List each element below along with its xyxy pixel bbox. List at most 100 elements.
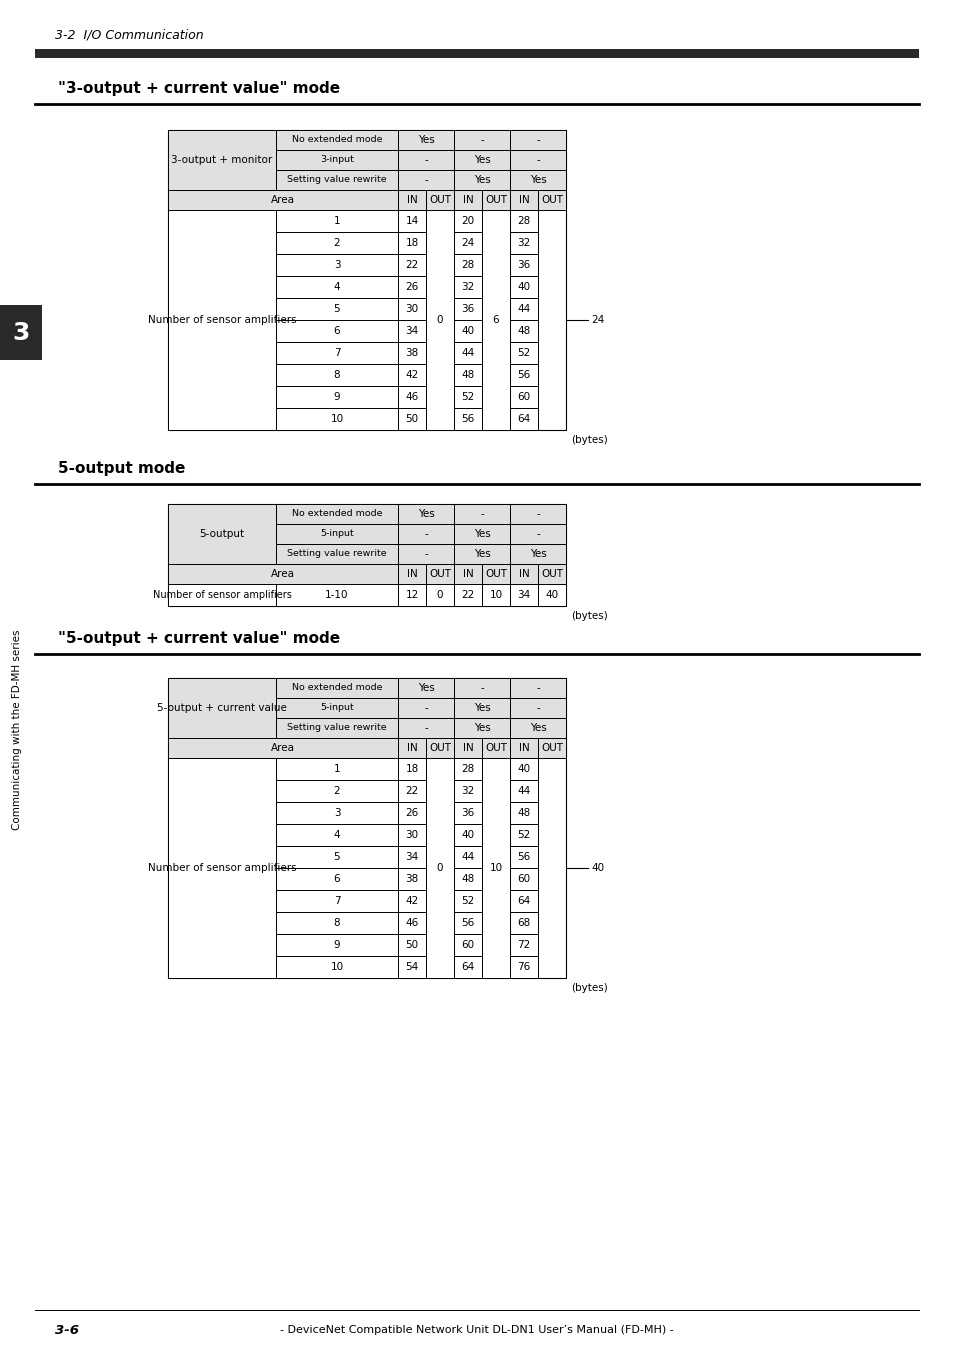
Text: IN: IN: [462, 744, 473, 753]
Bar: [454, 868, 481, 890]
Text: Setting value rewrite: Setting value rewrite: [287, 176, 386, 184]
Bar: [275, 364, 397, 387]
Text: 46: 46: [405, 392, 418, 402]
Bar: [275, 934, 397, 956]
Text: -: -: [424, 723, 428, 733]
Text: Number of sensor amplifiers: Number of sensor amplifiers: [152, 589, 291, 600]
Bar: [510, 525, 565, 544]
Bar: [35, 49, 918, 58]
Text: 48: 48: [517, 808, 530, 818]
Bar: [275, 780, 397, 802]
Text: 50: 50: [405, 940, 418, 950]
Text: OUT: OUT: [429, 569, 451, 579]
Text: OUT: OUT: [540, 744, 562, 753]
Text: "5-output + current value" mode: "5-output + current value" mode: [58, 630, 340, 645]
Text: 22: 22: [405, 786, 418, 796]
Bar: [275, 408, 397, 430]
Text: 34: 34: [405, 326, 418, 337]
Text: 7: 7: [334, 896, 340, 906]
Text: 60: 60: [517, 392, 530, 402]
Bar: [454, 698, 510, 718]
Bar: [510, 564, 537, 584]
Bar: [397, 254, 426, 276]
Bar: [454, 254, 481, 276]
Text: 6: 6: [334, 326, 340, 337]
Bar: [168, 738, 397, 758]
Text: 42: 42: [405, 896, 418, 906]
Bar: [510, 913, 537, 934]
Bar: [168, 564, 397, 584]
Bar: [397, 780, 426, 802]
Bar: [168, 758, 275, 977]
Text: Number of sensor amplifiers: Number of sensor amplifiers: [148, 315, 296, 324]
Bar: [275, 297, 397, 320]
Text: 14: 14: [405, 216, 418, 226]
Text: 56: 56: [517, 370, 530, 380]
Text: 64: 64: [517, 414, 530, 425]
Bar: [275, 677, 397, 698]
Text: Area: Area: [271, 569, 294, 579]
Text: 5: 5: [334, 852, 340, 863]
Bar: [275, 846, 397, 868]
Bar: [510, 191, 537, 210]
Bar: [397, 802, 426, 823]
Bar: [397, 956, 426, 977]
Text: Yes: Yes: [473, 703, 490, 713]
Bar: [275, 584, 397, 606]
Bar: [397, 191, 426, 210]
Bar: [454, 297, 481, 320]
Bar: [397, 823, 426, 846]
Text: 40: 40: [517, 764, 530, 773]
Text: 4: 4: [334, 830, 340, 840]
Text: 32: 32: [461, 786, 475, 796]
Bar: [397, 297, 426, 320]
Text: OUT: OUT: [540, 569, 562, 579]
Text: 3: 3: [334, 808, 340, 818]
Text: Setting value rewrite: Setting value rewrite: [287, 549, 386, 558]
Bar: [397, 276, 426, 297]
Bar: [510, 758, 537, 780]
Bar: [510, 364, 537, 387]
Text: Yes: Yes: [473, 549, 490, 558]
Bar: [454, 934, 481, 956]
Bar: [397, 698, 454, 718]
Text: 9: 9: [334, 940, 340, 950]
Bar: [168, 584, 275, 606]
Text: 60: 60: [517, 873, 530, 884]
Bar: [397, 544, 454, 564]
Text: 52: 52: [461, 896, 475, 906]
Bar: [275, 320, 397, 342]
Text: 46: 46: [405, 918, 418, 927]
Bar: [454, 150, 510, 170]
Text: OUT: OUT: [484, 569, 506, 579]
Text: OUT: OUT: [484, 195, 506, 206]
Text: IN: IN: [406, 569, 416, 579]
Text: 18: 18: [405, 764, 418, 773]
Bar: [454, 525, 510, 544]
Bar: [537, 738, 565, 758]
Text: No extended mode: No extended mode: [292, 135, 382, 145]
Text: 42: 42: [405, 370, 418, 380]
Text: 34: 34: [405, 852, 418, 863]
Text: 6: 6: [334, 873, 340, 884]
Bar: [454, 504, 510, 525]
Bar: [397, 150, 454, 170]
Text: 5-input: 5-input: [320, 703, 354, 713]
Bar: [481, 191, 510, 210]
Bar: [275, 868, 397, 890]
Bar: [454, 170, 510, 191]
Bar: [397, 342, 426, 364]
Text: 34: 34: [517, 589, 530, 600]
Bar: [168, 677, 275, 738]
Text: -: -: [536, 135, 539, 145]
Text: IN: IN: [406, 744, 416, 753]
Text: Yes: Yes: [529, 174, 546, 185]
Bar: [454, 210, 481, 233]
Bar: [481, 584, 510, 606]
Text: -: -: [536, 703, 539, 713]
Bar: [397, 868, 426, 890]
Text: 22: 22: [405, 260, 418, 270]
Bar: [537, 564, 565, 584]
Bar: [397, 504, 454, 525]
Bar: [426, 210, 454, 430]
